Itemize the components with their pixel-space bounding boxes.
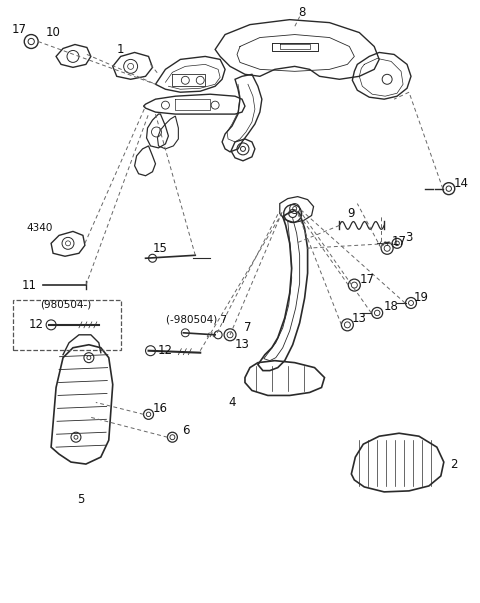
Text: 10: 10: [46, 26, 60, 39]
Text: 19: 19: [413, 291, 429, 303]
Text: 7: 7: [244, 321, 252, 334]
Text: (980504-): (980504-): [40, 300, 92, 310]
Text: 13: 13: [235, 338, 250, 352]
Text: 18: 18: [384, 300, 398, 314]
Text: 4340: 4340: [26, 224, 52, 233]
Text: 15: 15: [153, 242, 168, 255]
Text: 5: 5: [77, 493, 84, 507]
Text: (-980504) 7: (-980504) 7: [166, 315, 227, 325]
Text: 17: 17: [360, 273, 375, 286]
Text: 16: 16: [153, 402, 168, 415]
Text: 11: 11: [22, 279, 37, 292]
Text: 4: 4: [228, 396, 236, 409]
Text: 1: 1: [117, 43, 124, 56]
Text: 12: 12: [29, 318, 44, 332]
Text: 17: 17: [392, 235, 407, 248]
Text: 13: 13: [352, 312, 367, 326]
Text: 3: 3: [405, 231, 413, 244]
Text: 12: 12: [158, 344, 173, 357]
Text: 9: 9: [348, 207, 355, 220]
Text: 8: 8: [298, 6, 305, 19]
Text: 17: 17: [12, 23, 27, 36]
Text: 2: 2: [450, 458, 457, 470]
Text: 14: 14: [453, 177, 468, 190]
Text: 6: 6: [182, 424, 190, 437]
